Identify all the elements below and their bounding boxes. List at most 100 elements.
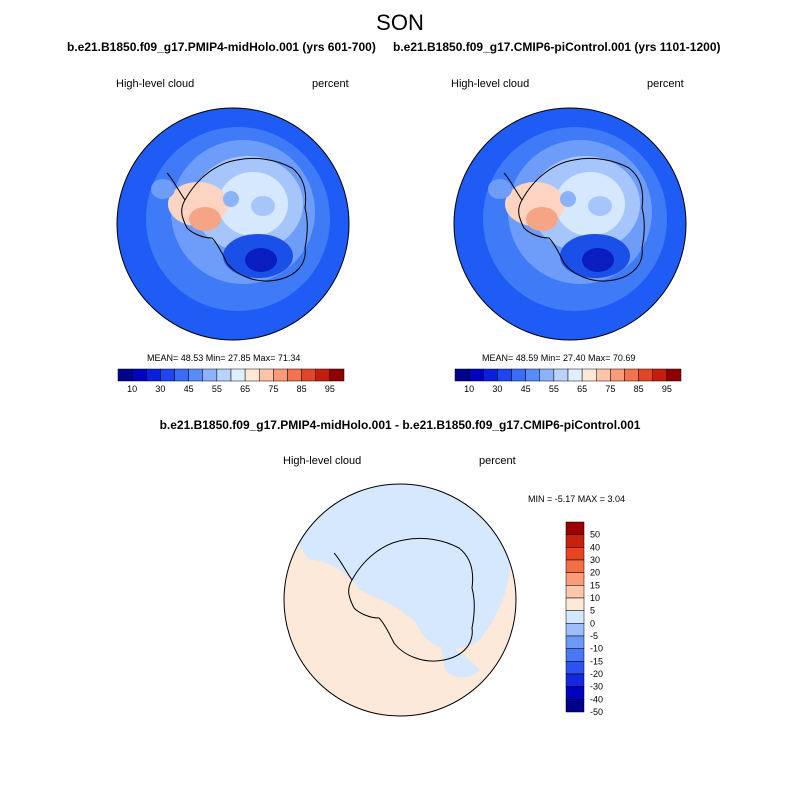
right-colorbar-swatch bbox=[468, 368, 484, 382]
diff-units-label: percent bbox=[479, 455, 516, 467]
left-colorbar: 10 30 45 55 65 75 85 95 bbox=[117, 368, 345, 394]
right-units-label: percent bbox=[647, 78, 684, 90]
diff-colorbar-swatch bbox=[565, 648, 585, 662]
right-colorbar-tick-label: 95 bbox=[662, 384, 672, 394]
diff-colorbar-swatch bbox=[565, 534, 585, 548]
diff-colorbar-tick-label: -30 bbox=[590, 682, 603, 692]
diff-colorbar-tick-label: 0 bbox=[590, 618, 595, 628]
right-colorbar-swatch bbox=[483, 368, 498, 382]
diff-colorbar-tick-label: 50 bbox=[590, 530, 600, 540]
right-colorbar-tick-label: 45 bbox=[521, 384, 531, 394]
right-colorbar-swatch bbox=[553, 368, 569, 382]
left-colorbar-swatch bbox=[315, 368, 331, 382]
left-colorbar-tick-label: 85 bbox=[297, 384, 307, 394]
right-stats: MEAN= 48.59 Min= 27.40 Max= 70.69 bbox=[482, 353, 636, 363]
diff-colorbar-swatch bbox=[565, 585, 585, 599]
right-colorbar-swatch bbox=[581, 368, 597, 382]
diff-colorbar-tick-label: -40 bbox=[590, 694, 603, 704]
left-colorbar-tick-label: 55 bbox=[212, 384, 222, 394]
right-map-field bbox=[454, 108, 686, 340]
left-colorbar-swatch bbox=[273, 368, 288, 382]
left-colorbar-swatch bbox=[131, 368, 147, 382]
diff-colorbar-tick-label: 40 bbox=[590, 542, 600, 552]
right-panel-title: b.e21.B1850.f09_g17.CMIP6-piControl.001 … bbox=[393, 40, 721, 54]
diff-colorbar-swatch bbox=[565, 673, 585, 687]
diff-variable-label: High-level cloud bbox=[283, 455, 362, 467]
diff-colorbar-tick-label: 15 bbox=[590, 580, 600, 590]
left-colorbar-swatch bbox=[230, 368, 246, 382]
right-map-boundary bbox=[453, 107, 687, 341]
right-colorbar: 10 30 45 55 65 75 85 95 bbox=[454, 368, 682, 394]
left-colorbar-tick-label: 45 bbox=[184, 384, 194, 394]
right-colorbar-swatch bbox=[454, 368, 470, 382]
left-variable-label: High-level cloud bbox=[116, 78, 195, 90]
diff-colorbar-tick-label: 30 bbox=[590, 555, 600, 565]
diff-colorbar-swatch bbox=[565, 559, 585, 573]
left-colorbar-swatch bbox=[202, 368, 218, 382]
right-variable-label: High-level cloud bbox=[451, 78, 530, 90]
left-colorbar-swatch bbox=[244, 368, 260, 382]
right-colorbar-swatch bbox=[511, 368, 526, 382]
diff-colorbar-tick-label: 20 bbox=[590, 568, 600, 578]
left-colorbar-swatch bbox=[301, 368, 316, 382]
left-colorbar-tick-label: 30 bbox=[155, 384, 165, 394]
diff-colorbar-swatch bbox=[565, 623, 585, 637]
left-colorbar-swatch bbox=[329, 368, 345, 382]
diff-colorbar-tick-label: -5 bbox=[590, 631, 598, 641]
left-colorbar-swatch bbox=[146, 368, 161, 382]
diff-colorbar-swatch bbox=[565, 686, 585, 700]
season-title: SON bbox=[376, 10, 424, 35]
right-colorbar-swatch bbox=[666, 368, 682, 382]
diff-colorbar-swatch bbox=[565, 521, 585, 535]
right-colorbar-tick-label: 55 bbox=[549, 384, 559, 394]
diff-colorbar-swatch bbox=[565, 572, 585, 586]
left-colorbar-swatch bbox=[174, 368, 189, 382]
diff-colorbar-swatch bbox=[565, 547, 585, 561]
left-colorbar-tick-label: 95 bbox=[325, 384, 335, 394]
right-colorbar-tick-label: 65 bbox=[577, 384, 587, 394]
right-colorbar-tick-label: 75 bbox=[605, 384, 615, 394]
diff-stats: MIN = -5.17 MAX = 3.04 bbox=[528, 494, 626, 504]
right-colorbar-tick-label: 10 bbox=[464, 384, 474, 394]
left-colorbar-swatch bbox=[188, 368, 203, 382]
diff-colorbar-swatch bbox=[565, 597, 585, 611]
diff-map-boundary bbox=[283, 483, 517, 717]
left-colorbar-tick-label: 75 bbox=[268, 384, 278, 394]
left-map-field bbox=[117, 108, 349, 340]
diff-colorbar-tick-label: -15 bbox=[590, 656, 603, 666]
diff-colorbar-tick-label: 5 bbox=[590, 606, 595, 616]
left-colorbar-tick-label: 65 bbox=[240, 384, 250, 394]
right-colorbar-tick-label: 30 bbox=[492, 384, 502, 394]
right-colorbar-swatch bbox=[652, 368, 668, 382]
left-colorbar-swatch bbox=[160, 368, 175, 382]
diff-colorbar-swatch bbox=[565, 610, 585, 624]
left-colorbar-swatch bbox=[259, 368, 274, 382]
left-colorbar-swatch bbox=[117, 368, 133, 382]
right-colorbar-swatch bbox=[497, 368, 512, 382]
right-colorbar-swatch bbox=[610, 368, 625, 382]
right-colorbar-tick-label: 85 bbox=[634, 384, 644, 394]
diff-panel-title: b.e21.B1850.f09_g17.PMIP4-midHolo.001 - … bbox=[159, 418, 641, 432]
diff-colorbar-tick-label: -20 bbox=[590, 669, 603, 679]
right-colorbar-swatch bbox=[567, 368, 583, 382]
left-units-label: percent bbox=[312, 78, 349, 90]
diff-colorbar-swatch bbox=[565, 699, 585, 713]
left-colorbar-tick-label: 10 bbox=[127, 384, 137, 394]
right-colorbar-swatch bbox=[539, 368, 555, 382]
left-panel-title: b.e21.B1850.f09_g17.PMIP4-midHolo.001 (y… bbox=[67, 40, 376, 54]
right-colorbar-swatch bbox=[596, 368, 611, 382]
diff-colorbar-swatch bbox=[565, 635, 585, 649]
left-colorbar-swatch bbox=[216, 368, 232, 382]
right-colorbar-swatch bbox=[638, 368, 653, 382]
left-colorbar-swatch bbox=[287, 368, 302, 382]
left-stats: MEAN= 48.53 Min= 27.85 Max= 71.34 bbox=[147, 353, 301, 363]
diff-map-field bbox=[284, 484, 516, 716]
diff-colorbar-tick-label: -50 bbox=[590, 707, 603, 717]
diff-colorbar-tick-label: -10 bbox=[590, 644, 603, 654]
right-colorbar-swatch bbox=[624, 368, 639, 382]
diff-colorbar-tick-label: 10 bbox=[590, 593, 600, 603]
right-colorbar-swatch bbox=[525, 368, 540, 382]
